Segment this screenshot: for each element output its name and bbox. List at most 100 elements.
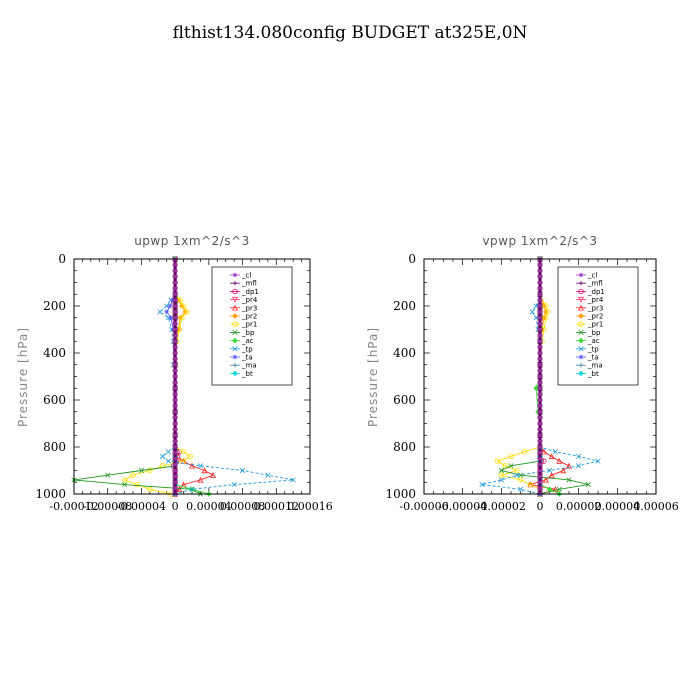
x-tick-label: -0.00002: [477, 500, 526, 513]
data-point: [545, 309, 551, 315]
data-point: [537, 345, 543, 349]
legend: _cl_mfl_dp1_pr4_pr3_pr2_pr1_bp_ac_tp_ta_…: [557, 266, 639, 386]
data-point: [542, 476, 549, 483]
data-point: [537, 298, 543, 302]
data-point: [548, 472, 555, 478]
data-point: [537, 263, 543, 267]
data-point: [197, 463, 204, 469]
legend-label: _bp: [587, 329, 601, 337]
data-point: [210, 472, 217, 478]
legend-label: _pr1: [241, 321, 257, 329]
data-point: [498, 477, 504, 483]
x-tick-label: -0.00012: [49, 500, 98, 513]
y-axis-label: Pressure [hPa]: [16, 327, 30, 427]
data-point: [533, 315, 539, 321]
data-point: [172, 463, 178, 467]
x-tick-label: 0.00016: [287, 500, 333, 513]
data-point: [172, 345, 178, 349]
data-point: [165, 449, 171, 455]
legend-marker: [232, 288, 238, 295]
data-point: [498, 467, 504, 474]
plot-area: 0 200 400 600 800 1000-0.00006-0.00004-0.0000…: [385, 252, 678, 513]
legend-item: _pr2: [230, 313, 257, 321]
data-point: [105, 472, 111, 478]
legend-label: _dp1: [241, 288, 259, 296]
data-point: [172, 263, 178, 267]
x-tick-label: 0.00004: [595, 500, 641, 513]
data-point: [172, 298, 178, 302]
data-point: [177, 297, 183, 303]
data-point: [537, 286, 543, 290]
legend-item: _bp: [230, 329, 255, 337]
y-tick-label: 1000: [35, 487, 66, 501]
legend-label: _bt: [241, 370, 253, 378]
data-point: [537, 457, 543, 461]
data-point: [159, 453, 166, 459]
data-point: [172, 316, 178, 320]
legend-item: _mfl: [230, 280, 257, 288]
data-point: [537, 463, 543, 467]
legend-marker: [578, 296, 584, 303]
data-point: [537, 433, 543, 437]
data-point: [537, 439, 543, 443]
legend-item: _pr3: [230, 304, 257, 312]
legend-marker: [232, 296, 238, 303]
data-point: [172, 422, 178, 425]
legend-label: _pr2: [587, 313, 603, 321]
legend-label: _pr1: [587, 321, 603, 329]
data-point: [543, 303, 549, 309]
legend-marker: [232, 321, 238, 327]
data-point: [172, 451, 178, 455]
data-point: [498, 472, 505, 478]
legend-box: [211, 266, 293, 386]
legend-marker: [578, 313, 584, 319]
data-point: [537, 486, 543, 490]
data-point: [138, 467, 145, 474]
y-tick-label: 800: [393, 440, 416, 454]
data-point: [180, 303, 187, 309]
legend-marker: [232, 313, 238, 319]
data-point: [172, 392, 178, 396]
data-point: [537, 380, 543, 384]
legend-label: _mfl: [587, 280, 603, 288]
legend-item: _ta: [230, 354, 253, 362]
data-point: [172, 333, 178, 337]
data-point: [172, 269, 178, 273]
legend-label: _pr3: [587, 304, 603, 312]
data-point: [502, 463, 508, 469]
legend-label: _ta: [241, 354, 253, 362]
legend-label: _ma: [241, 362, 257, 370]
data-point: [172, 486, 178, 490]
y-axis-label: Pressure [hPa]: [366, 327, 380, 427]
legend-label: _pr3: [241, 304, 257, 312]
data-point: [197, 476, 204, 483]
plot-area: 0 200 400 600 800 1000-0.00012-0.00008-0.0000…: [35, 252, 332, 513]
legend-label: _pr2: [241, 313, 257, 321]
data-point: [172, 304, 178, 308]
panel-upwp: upwp 1xm^2/s^3 Pressure [hPa] 0 200 400 600…: [16, 234, 333, 513]
data-point: [537, 445, 543, 449]
legend-item: _bt: [230, 370, 253, 378]
data-point: [172, 474, 178, 478]
legend-label: _tp: [587, 345, 599, 353]
data-point: [172, 322, 178, 326]
legend-marker: [578, 346, 584, 352]
legend-marker: [578, 362, 584, 368]
data-point: [121, 482, 128, 488]
data-point: [172, 286, 178, 290]
y-tick-label: 800: [43, 440, 66, 454]
data-point: [537, 474, 543, 478]
data-point: [121, 477, 128, 483]
series-line: [73, 259, 201, 495]
data-point: [537, 369, 543, 373]
data-point: [537, 427, 543, 431]
legend-item: _ta: [576, 354, 599, 362]
data-point: [537, 275, 543, 279]
data-point: [566, 462, 572, 469]
legend-item: _pr1: [230, 321, 257, 329]
legend-item: _pr4: [576, 296, 604, 304]
data-point: [517, 477, 524, 483]
data-point: [537, 386, 543, 390]
legend-label: _ta: [587, 354, 599, 362]
plot-frame: [73, 258, 311, 495]
